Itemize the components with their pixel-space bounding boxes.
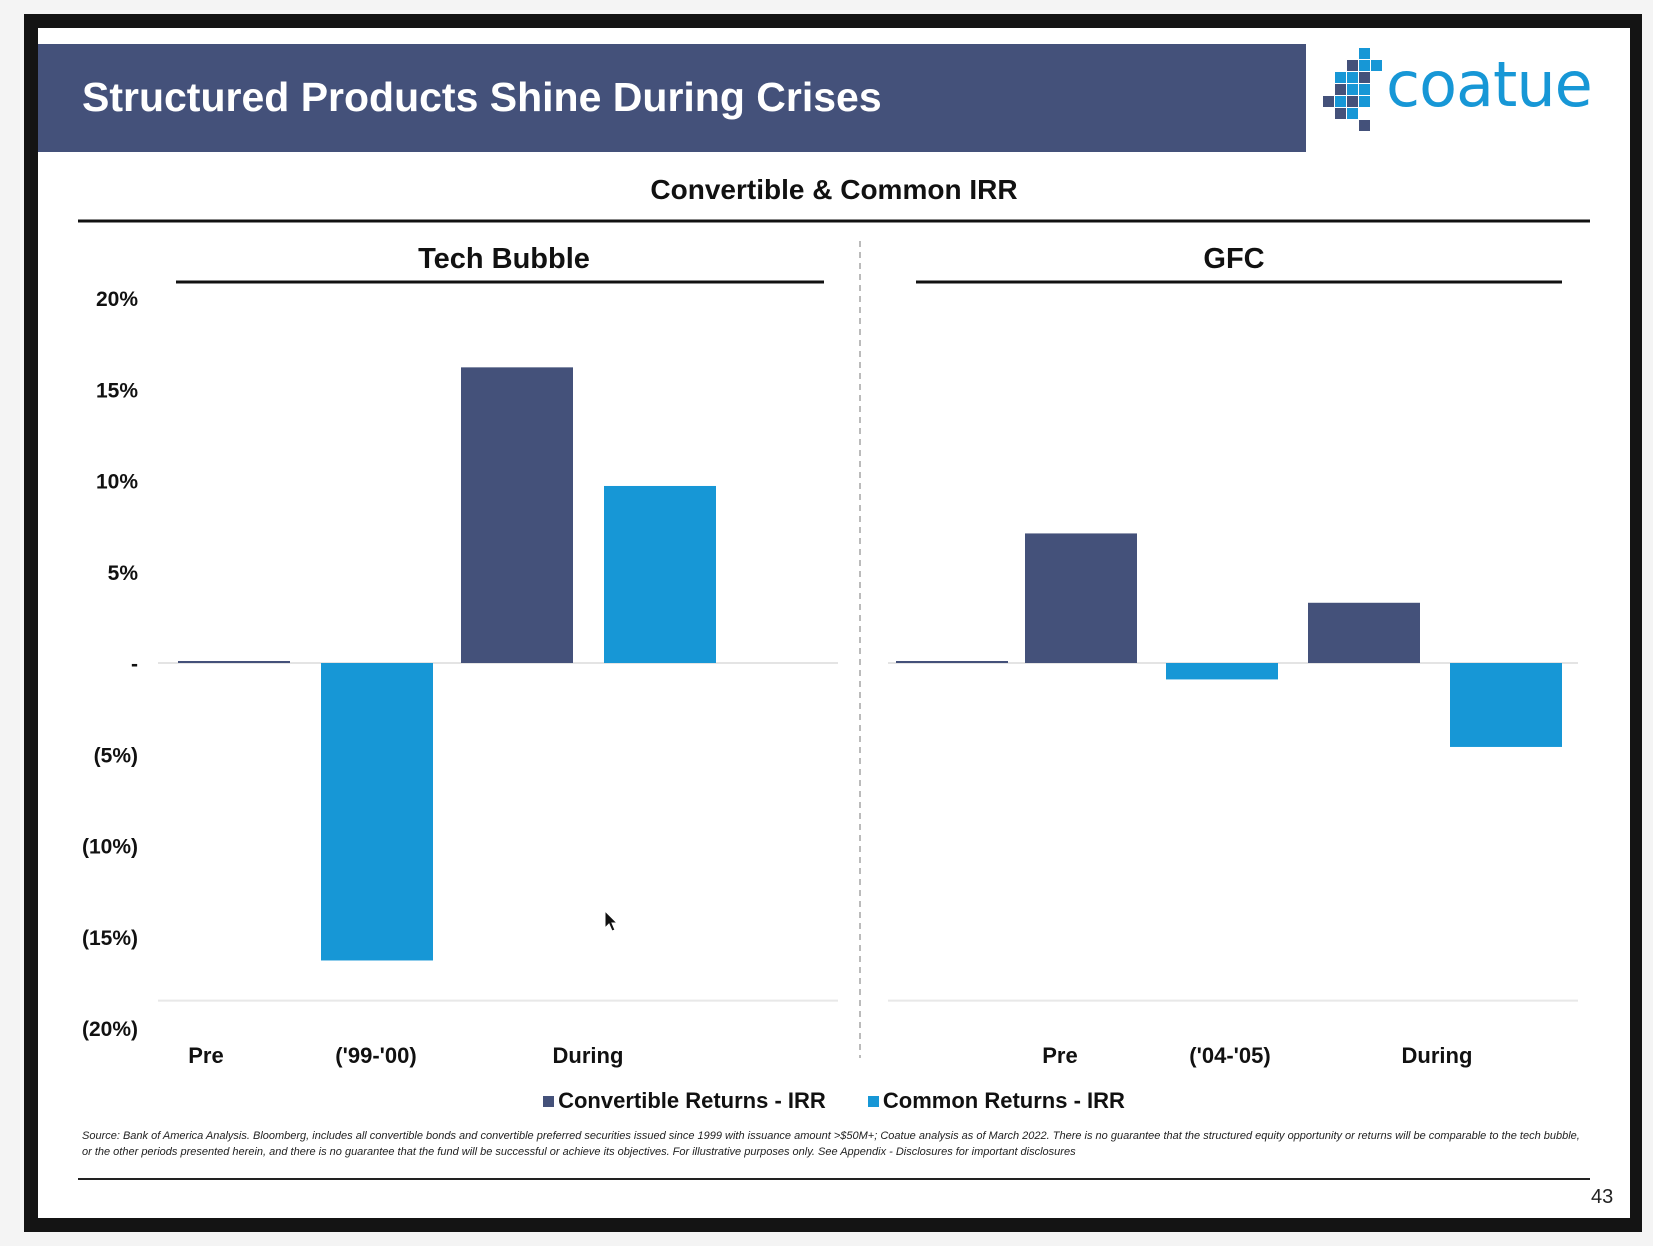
x-category-label: During	[553, 1043, 624, 1068]
chart-title: Convertible & Common IRR	[650, 174, 1018, 205]
y-tick-label: (20%)	[82, 1018, 138, 1041]
y-tick-label: (15%)	[82, 927, 138, 950]
bar-chart: 20% 15% 10% 5% - (5%) (10%) (15%) (20%) Tech Bubb…	[78, 219, 1590, 1068]
mouse-cursor-icon	[604, 910, 619, 932]
logo-wordmark: coatue	[1386, 48, 1593, 121]
chart-legend: Convertible Returns - IRR Common Returns…	[38, 1088, 1630, 1114]
bar	[1450, 663, 1562, 747]
y-tick-label: 10%	[96, 471, 138, 494]
page-number: 43	[1591, 1186, 1614, 1208]
footer-divider	[78, 1178, 1590, 1180]
y-tick-label: (5%)	[94, 744, 138, 767]
y-tick-label: 20%	[96, 288, 138, 311]
title-bar: Structured Products Shine During Crises	[38, 44, 1306, 152]
legend-swatch-convertible	[543, 1096, 555, 1107]
slide: Structured Products Shine During Crises …	[38, 28, 1630, 1218]
legend-item-convertible: Convertible Returns - IRR	[543, 1088, 826, 1114]
x-category-label: ('99-'00)	[335, 1043, 416, 1068]
bar	[321, 663, 433, 961]
bar	[1166, 663, 1278, 680]
bar	[1025, 533, 1137, 663]
x-category-label: ('04-'05)	[1189, 1043, 1270, 1068]
bar	[896, 661, 1008, 663]
x-category-label: Pre	[188, 1043, 223, 1068]
legend-label-common: Common Returns - IRR	[882, 1088, 1125, 1113]
x-category-label: Pre	[1042, 1043, 1077, 1068]
legend-swatch-common	[867, 1096, 879, 1107]
bar	[604, 485, 716, 663]
y-tick-label: -	[131, 653, 138, 676]
source-note: Source: Bank of America Analysis. Bloomb…	[82, 1130, 1580, 1158]
bar	[178, 661, 290, 663]
y-tick-label: (10%)	[82, 836, 138, 859]
bar	[461, 367, 573, 663]
y-tick-label: 15%	[96, 379, 138, 402]
x-category-label: During	[1402, 1043, 1473, 1068]
panel-title: Tech Bubble	[418, 243, 590, 275]
coatue-logo: coatue	[1322, 46, 1622, 156]
panel-title: GFC	[1203, 243, 1264, 275]
y-tick-label: 5%	[108, 562, 139, 585]
slide-title: Structured Products Shine During Crises	[82, 74, 882, 120]
logo-mark-icon	[1323, 48, 1382, 131]
bar	[1308, 602, 1420, 663]
legend-item-common: Common Returns - IRR	[867, 1088, 1125, 1114]
legend-label-convertible: Convertible Returns - IRR	[558, 1088, 826, 1113]
